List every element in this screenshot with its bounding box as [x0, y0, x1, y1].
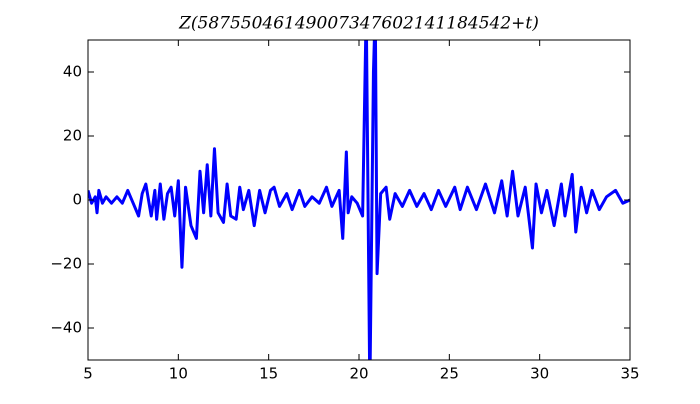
- x-tick-label: 10: [169, 365, 188, 383]
- x-tick-label: 35: [620, 365, 639, 383]
- chart-title: Z(58755046149007347602141184542+t): [178, 14, 539, 34]
- x-tick-label: 30: [530, 365, 549, 383]
- y-tick-label: −20: [50, 255, 82, 273]
- x-tick-label: 5: [83, 365, 93, 383]
- x-tick-label: 25: [440, 365, 459, 383]
- y-tick-label: 20: [63, 127, 82, 145]
- x-tick-label: 15: [259, 365, 278, 383]
- y-tick-label: 0: [72, 191, 82, 209]
- y-tick-label: −40: [50, 319, 82, 337]
- x-tick-label: 20: [349, 365, 368, 383]
- y-tick-label: 40: [63, 63, 82, 81]
- data-line: [88, 40, 630, 360]
